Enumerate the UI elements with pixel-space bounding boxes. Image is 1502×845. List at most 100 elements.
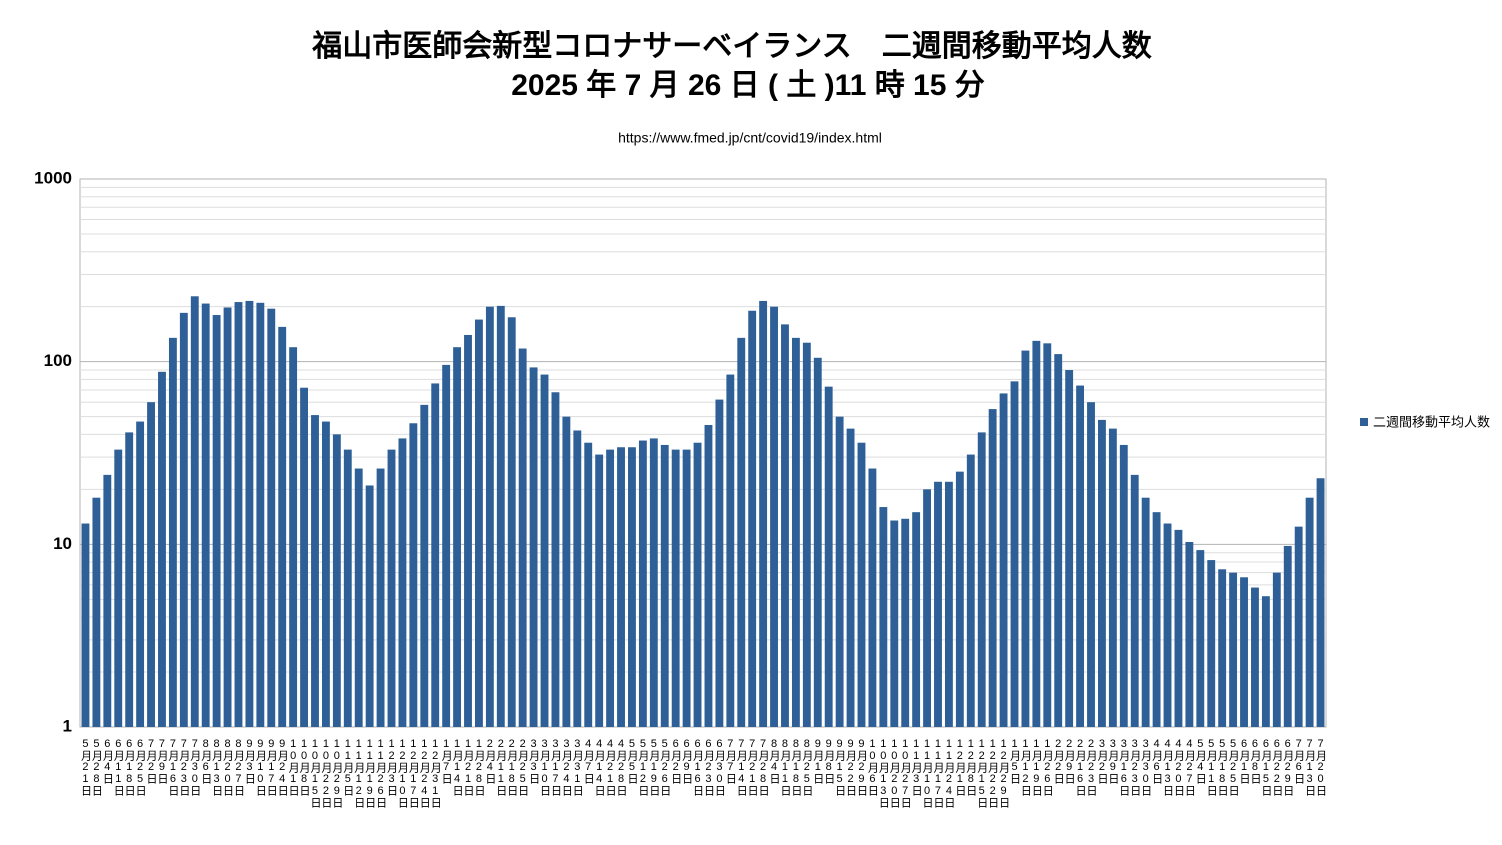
x-tick-label: 1月28日 [473,738,486,796]
bar [409,423,418,727]
x-tick-label: 10月1日 [287,738,300,796]
bar [802,342,811,727]
x-tick-label: 11月12日 [353,738,366,808]
bar [1065,370,1074,727]
x-tick-label: 11月19日 [364,738,377,808]
x-tick-label: 2月16日 [1074,738,1087,796]
x-tick-label: 7月2日 [145,738,158,784]
bar [879,507,888,727]
bar [485,306,494,727]
x-tick-label: 4月7日 [582,738,595,784]
bar [573,430,582,727]
bar [1283,545,1292,727]
x-tick-label: 1月14日 [451,738,464,796]
x-tick-label: 11月3日 [910,738,923,796]
x-tick-label: 3月10日 [539,738,552,796]
x-tick-label: 11月10日 [921,738,934,808]
x-tick-label: 5月21日 [79,738,92,796]
x-tick-label: 6月8日 [1249,738,1262,784]
x-tick-label: 6月1日 [1238,738,1251,784]
x-tick-label: 2月2日 [1052,738,1065,784]
bar [628,447,636,727]
chart-title: 福山市医師会新型コロナサーベイランス 二週間移動平均人数 [311,29,1152,63]
bar [912,512,921,727]
x-tick-label: 3月30日 [1140,738,1153,796]
bar [92,497,101,727]
x-tick-label: 1月7日 [440,738,453,784]
bar [201,303,210,727]
bar [1032,340,1041,727]
bar [103,474,112,727]
x-tick-label: 10月29日 [331,738,344,808]
bar [1087,402,1095,727]
x-tick-label: 6月16日 [692,738,705,796]
x-tick-label: 4月21日 [604,738,617,796]
bar [1240,577,1248,727]
bar [726,374,735,727]
x-tick-label: 1月19日 [1030,738,1043,796]
bar [671,449,680,727]
x-tick-label: 9月22日 [845,738,858,796]
x-tick-label: 12月22日 [987,738,1000,808]
x-tick-label: 7月13日 [1304,738,1317,796]
bar [234,302,243,727]
bar [179,312,188,727]
bar [1130,474,1139,727]
bar [584,442,593,727]
bar [835,416,844,727]
bar [267,308,276,727]
bar [1196,550,1205,727]
x-tick-label: 8月4日 [768,738,781,784]
bar [1076,385,1085,727]
bar [1152,512,1161,727]
x-tick-label: 8月27日 [232,738,245,796]
x-tick-label: 5月28日 [90,738,103,796]
bar [245,300,254,727]
bar [999,393,1008,727]
x-tick-label: 4月6日 [1151,738,1164,784]
bar [901,518,910,727]
x-tick-label: 10月20日 [888,738,901,808]
x-tick-label: 6月23日 [702,738,715,796]
x-tick-label: 6月4日 [101,738,114,784]
x-tick-label: 8月13日 [211,738,224,796]
bar [496,305,505,727]
x-tick-label: 6月2日 [670,738,683,784]
bar [791,337,800,727]
x-tick-label: 7月21日 [746,738,759,796]
bar [1021,350,1030,727]
bar [606,449,615,727]
x-tick-label: 3月31日 [571,738,584,796]
bar [398,438,407,727]
bar [660,444,669,727]
bar [540,374,549,727]
x-tick-label: 7月14日 [735,738,748,796]
bar [988,409,997,727]
bar [518,348,527,727]
bar [343,449,352,727]
x-tick-label: 5月12日 [637,738,650,796]
bar [1229,572,1238,727]
bar [529,367,538,727]
x-tick-label: 6月18日 [123,738,136,796]
legend-swatch [1360,418,1368,426]
x-tick-label: 5月18日 [1216,738,1229,796]
x-tick-label: 11月26日 [375,738,388,808]
x-tick-label: 9月3日 [243,738,256,784]
x-tick-label: 1月21日 [462,738,475,796]
bar [890,520,899,727]
x-tick-label: 2月9日 [1063,738,1076,784]
x-tick-label: 7月6日 [1293,738,1306,784]
x-tick-label: 5月25日 [1227,738,1240,796]
x-tick-label: 8月6日 [200,738,213,784]
x-tick-label: 7月16日 [167,738,180,796]
x-tick-label: 12月29日 [998,738,1011,808]
x-tick-label: 2月4日 [484,738,497,784]
x-tick-label: 3月16日 [1118,738,1131,796]
bar [944,481,953,727]
x-tick-label: 9月29日 [855,738,868,796]
bar [955,471,964,727]
bar [1108,428,1117,727]
bar [278,326,287,727]
x-tick-label: 3月9日 [1107,738,1120,784]
